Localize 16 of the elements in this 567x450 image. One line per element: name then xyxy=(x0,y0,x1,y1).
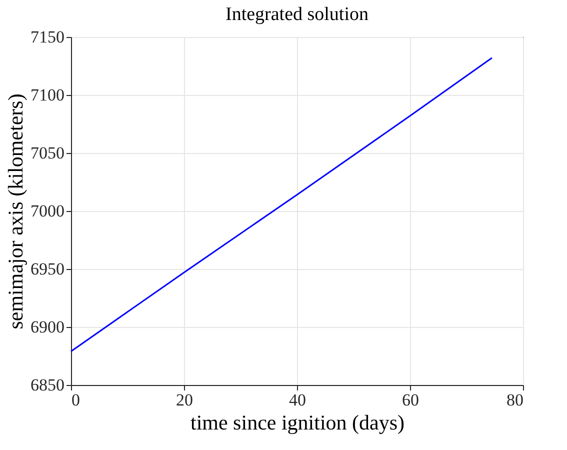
y-tick-label: 6900 xyxy=(30,318,64,336)
y-tick-label: 7000 xyxy=(30,202,64,220)
y-tick-label: 6950 xyxy=(30,260,64,278)
x-tick-label: 60 xyxy=(402,390,419,410)
x-tick-label: 40 xyxy=(289,390,306,410)
x-tick-label: 20 xyxy=(176,390,193,410)
x-tick-label: 80 xyxy=(506,390,524,410)
y-tick-label: 6850 xyxy=(30,376,64,394)
chart-title: Integrated solution xyxy=(226,4,369,25)
y-tick-label: 7050 xyxy=(30,144,64,162)
line-series xyxy=(70,57,493,352)
x-tick-label: 0 xyxy=(72,390,80,410)
y-tick-label: 7100 xyxy=(30,86,64,104)
x-axis-title: time since ignition (days) xyxy=(190,410,405,434)
y-tick-label: 7150 xyxy=(30,28,64,46)
y-axis-title: semimajor axis (kilometers) xyxy=(4,94,28,330)
